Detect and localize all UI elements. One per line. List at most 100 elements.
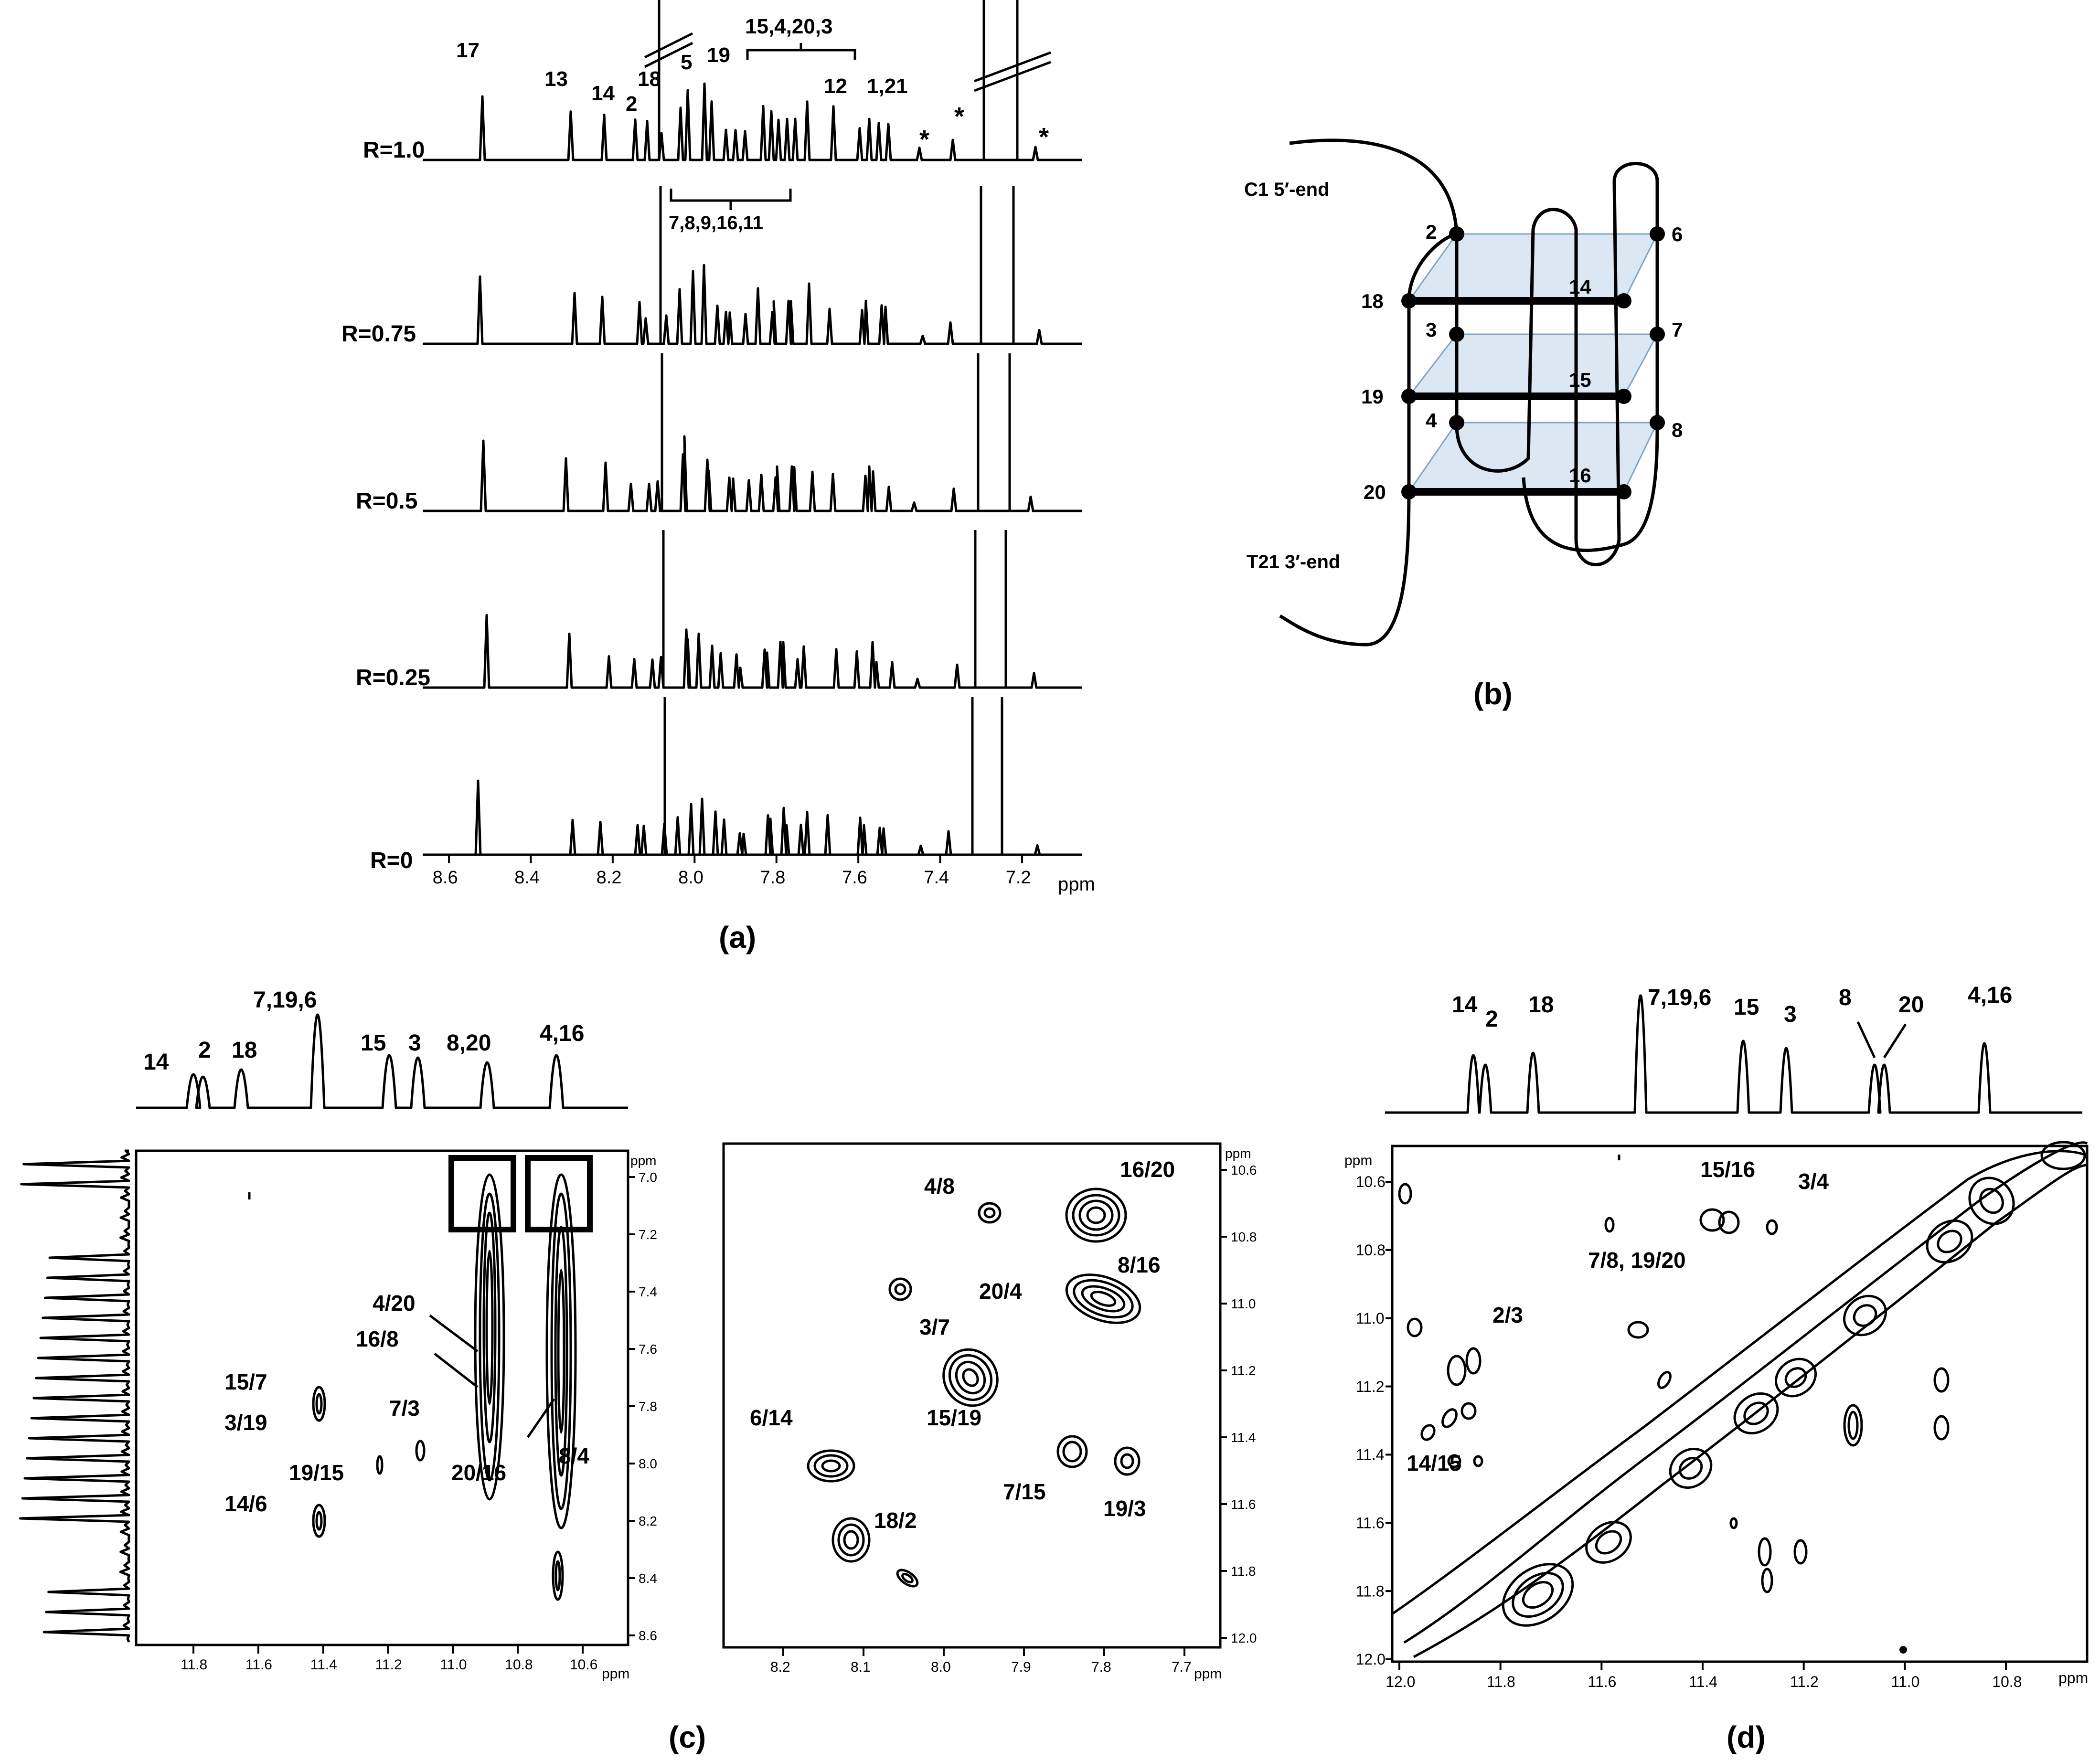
c-cross-15-7: 15/7 bbox=[224, 1369, 267, 1394]
c-cross-7-15: 7/15 bbox=[1003, 1479, 1046, 1504]
d-left-tick-label-7: 12.0 bbox=[1356, 1651, 1386, 1668]
c-left-bottom-tick-label-6: 10.6 bbox=[570, 1657, 597, 1673]
d-pointer-8 bbox=[1856, 1021, 1876, 1059]
strand-tail bbox=[1279, 491, 1411, 647]
d-top-label-7-19-6: 7,19,6 bbox=[1648, 985, 1711, 1010]
c-top-label-2: 2 bbox=[198, 1038, 211, 1063]
d-bottom-tick-label-6: 10.8 bbox=[1992, 1673, 2022, 1690]
trace-label-r025: R=0.25 bbox=[356, 665, 430, 690]
c-right-2d-frame bbox=[722, 1142, 1222, 1649]
peak-label-asterisk-2: * bbox=[954, 102, 964, 131]
a-axis-tick-label-0: 8.6 bbox=[433, 868, 458, 888]
c-cross-18-2: 18/2 bbox=[874, 1508, 917, 1533]
strand-link bbox=[1407, 232, 1457, 301]
d-diagonal-band bbox=[1391, 1141, 2088, 1658]
d-top-label-20: 20 bbox=[1898, 992, 1924, 1018]
bracket-top bbox=[746, 43, 856, 60]
c-cross-16-20: 16/20 bbox=[1120, 1157, 1175, 1182]
d-top-label-3: 3 bbox=[1784, 1002, 1797, 1027]
node-label-15: 15 bbox=[1569, 369, 1591, 391]
c-cross-19-15: 19/15 bbox=[289, 1460, 344, 1485]
c-pointer-20-16 bbox=[526, 1398, 555, 1438]
a-axis-unit: ppm bbox=[1058, 874, 1095, 895]
d-left-tick-label-5: 11.6 bbox=[1356, 1514, 1385, 1531]
trace-label-r075: R=0.75 bbox=[341, 321, 416, 347]
c-right-right-tick-label-0: 10.6 bbox=[1231, 1163, 1257, 1178]
d-cross-3-4: 3/4 bbox=[1798, 1169, 1829, 1194]
d-bottom-tick-label-2: 11.6 bbox=[1588, 1673, 1617, 1690]
c-cross-14-6: 14/6 bbox=[224, 1491, 267, 1516]
c-cross-7-3: 7/3 bbox=[389, 1396, 420, 1421]
a-axis-tick-label-4: 7.8 bbox=[760, 868, 786, 888]
tetrad-plane-middle bbox=[1407, 333, 1659, 397]
five-prime-end-label: C1 5′-end bbox=[1244, 179, 1330, 200]
c-left-cross-peaks bbox=[248, 1192, 564, 1601]
c-left-right-tick-label-4: 7.8 bbox=[639, 1399, 657, 1414]
peak-label-19: 19 bbox=[707, 43, 730, 67]
c-cross-3-19: 3/19 bbox=[224, 1410, 267, 1435]
c-right-bottom-tick-label-5: 7.7 bbox=[1172, 1659, 1192, 1675]
d-cross-2-3: 2/3 bbox=[1492, 1303, 1523, 1327]
c-cross-19-3: 19/3 bbox=[1103, 1496, 1146, 1521]
c-cross-4-8: 4/8 bbox=[924, 1174, 955, 1199]
node-label-8: 8 bbox=[1672, 419, 1683, 441]
d-2d-frame bbox=[1391, 1145, 2089, 1663]
c-left-right-tick-label-8: 8.6 bbox=[639, 1628, 657, 1643]
c-right-right-tick-label-3: 11.2 bbox=[1231, 1363, 1256, 1378]
c-top-label-8-20: 8,20 bbox=[447, 1030, 491, 1056]
c-right-bottom-tick-label-1: 8.1 bbox=[851, 1659, 871, 1675]
node-label-16: 16 bbox=[1569, 464, 1591, 487]
three-prime-end-label: T21 3′-end bbox=[1247, 552, 1340, 573]
node-label-18: 18 bbox=[1361, 290, 1384, 312]
peak-label-5: 5 bbox=[681, 51, 692, 74]
d-left-tick-label-1: 10.8 bbox=[1356, 1241, 1386, 1259]
d-top-label-18: 18 bbox=[1528, 992, 1554, 1018]
caption-b: (b) bbox=[1473, 677, 1513, 711]
d-top-label-15: 15 bbox=[1734, 995, 1759, 1020]
c-right-right-tick-label-4: 11.4 bbox=[1231, 1430, 1256, 1445]
a-axis-tick-label-2: 8.2 bbox=[597, 868, 622, 888]
peak-label-14: 14 bbox=[591, 82, 615, 105]
node-label-3: 3 bbox=[1426, 318, 1437, 341]
c-top-label-3: 3 bbox=[408, 1030, 421, 1056]
d-left-tick-label-4: 11.4 bbox=[1356, 1446, 1385, 1464]
c-left-right-tick-label-7: 8.4 bbox=[639, 1571, 657, 1586]
c-cross-8-4: 8/4 bbox=[559, 1443, 589, 1468]
c-top-label-15: 15 bbox=[361, 1030, 386, 1056]
peak-label-1-21: 1,21 bbox=[867, 74, 908, 98]
c-left-1d-trace bbox=[19, 1149, 130, 1643]
d-unit-left: ppm bbox=[1344, 1153, 1372, 1168]
a-axis-tick-label-7: 7.2 bbox=[1006, 868, 1031, 888]
c-left-bottom-tick-label-3: 11.2 bbox=[375, 1657, 402, 1673]
a-axis-tick-label-5: 7.6 bbox=[842, 868, 867, 888]
d-top-label-8: 8 bbox=[1839, 985, 1852, 1010]
d-top-1d-trace bbox=[1385, 994, 2082, 1114]
d-left-tick-label-0: 10.6 bbox=[1356, 1173, 1386, 1190]
c-right-bottom-tick-label-0: 8.2 bbox=[770, 1659, 790, 1675]
c-top-label-7-19-6: 7,19,6 bbox=[253, 987, 317, 1013]
peak-label-18: 18 bbox=[638, 67, 661, 91]
caption-d: (d) bbox=[1727, 1720, 1766, 1754]
node-label-20: 20 bbox=[1364, 481, 1386, 503]
panel-d-2d-spectrum: 14 2 18 7,19,6 15 3 8 20 4,16 10.6 10.8 11… bbox=[1344, 983, 2089, 1754]
group-label-7-8-9-16-11: 7,8,9,16,11 bbox=[669, 212, 763, 233]
caption-a: (a) bbox=[719, 920, 756, 955]
c-cross-16-8: 16/8 bbox=[356, 1326, 399, 1351]
c-left-unit-bottom: ppm bbox=[602, 1666, 629, 1682]
node-label-4: 4 bbox=[1426, 409, 1437, 432]
c-top-1d-trace bbox=[136, 1013, 628, 1109]
c-cross-20-16: 20/16 bbox=[451, 1460, 506, 1485]
c-right-bottom-tick-label-2: 8.0 bbox=[931, 1659, 951, 1675]
node-label-14: 14 bbox=[1569, 276, 1591, 298]
node-label-2: 2 bbox=[1426, 221, 1437, 243]
peak-label-asterisk-1: * bbox=[919, 125, 929, 154]
c-left-bottom-tick-label-1: 11.6 bbox=[245, 1657, 272, 1673]
c-left-right-tick-label-0: 7.0 bbox=[639, 1170, 657, 1185]
c-right-unit-bottom: ppm bbox=[1194, 1666, 1222, 1682]
c-highlight-box-2 bbox=[525, 1155, 593, 1232]
c-cross-6-14: 6/14 bbox=[750, 1405, 793, 1430]
bracket-bottom bbox=[670, 189, 792, 210]
c-left-2d-frame bbox=[135, 1149, 629, 1646]
strand-path bbox=[1289, 138, 1659, 566]
